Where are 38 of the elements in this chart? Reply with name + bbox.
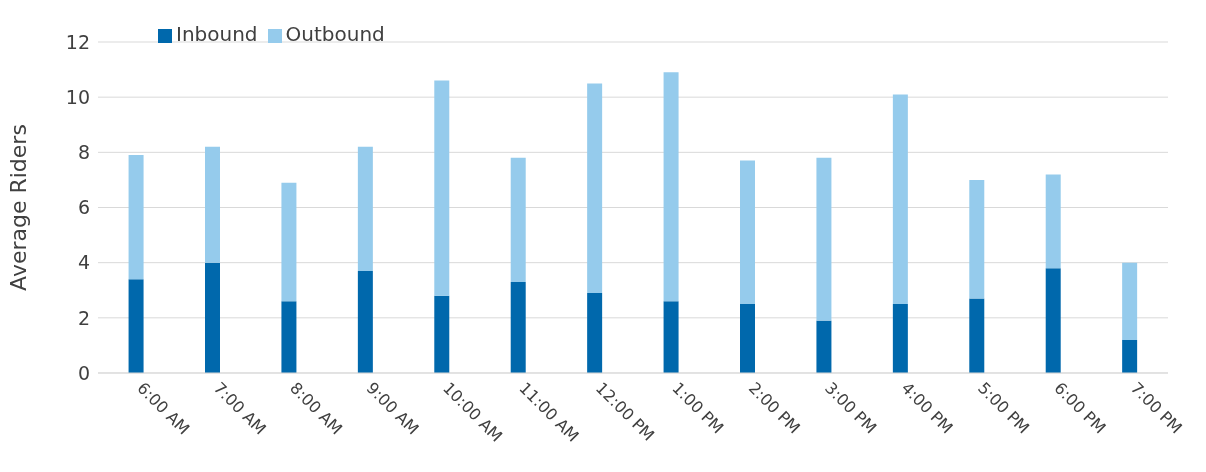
bar [128,155,144,280]
bar [357,146,373,271]
bar [281,301,297,373]
bar [1045,174,1061,269]
bar [205,146,220,263]
y-tick-label: 4 [77,251,90,274]
bar [969,179,985,299]
bar [663,301,679,373]
bar [281,182,297,302]
bar [357,270,373,373]
bar [1122,339,1138,373]
bar [510,157,526,282]
legend-label: Inbound [176,22,258,46]
bar [205,262,220,373]
y-tick-label: 8 [77,141,90,164]
bar [587,293,603,373]
bar [892,94,908,305]
bar [510,281,526,373]
y-tick-label: 0 [77,361,90,384]
bar [1122,262,1138,340]
bar [969,298,985,373]
bar [128,279,144,373]
bar [1045,268,1061,373]
legend-label: Outbound [285,22,385,46]
bar [587,83,603,294]
bar [740,304,755,373]
bar [740,160,755,305]
bar [892,304,908,373]
y-tick-label: 6 [77,196,90,219]
y-tick-label: 10 [65,85,90,108]
bar [434,80,450,296]
y-axis-title: Average Riders [5,124,31,291]
y-tick-label: 12 [65,30,90,53]
y-tick-label: 2 [77,306,90,329]
bar [816,157,832,321]
bar [663,72,679,302]
bar [816,320,832,373]
bar [434,295,450,373]
